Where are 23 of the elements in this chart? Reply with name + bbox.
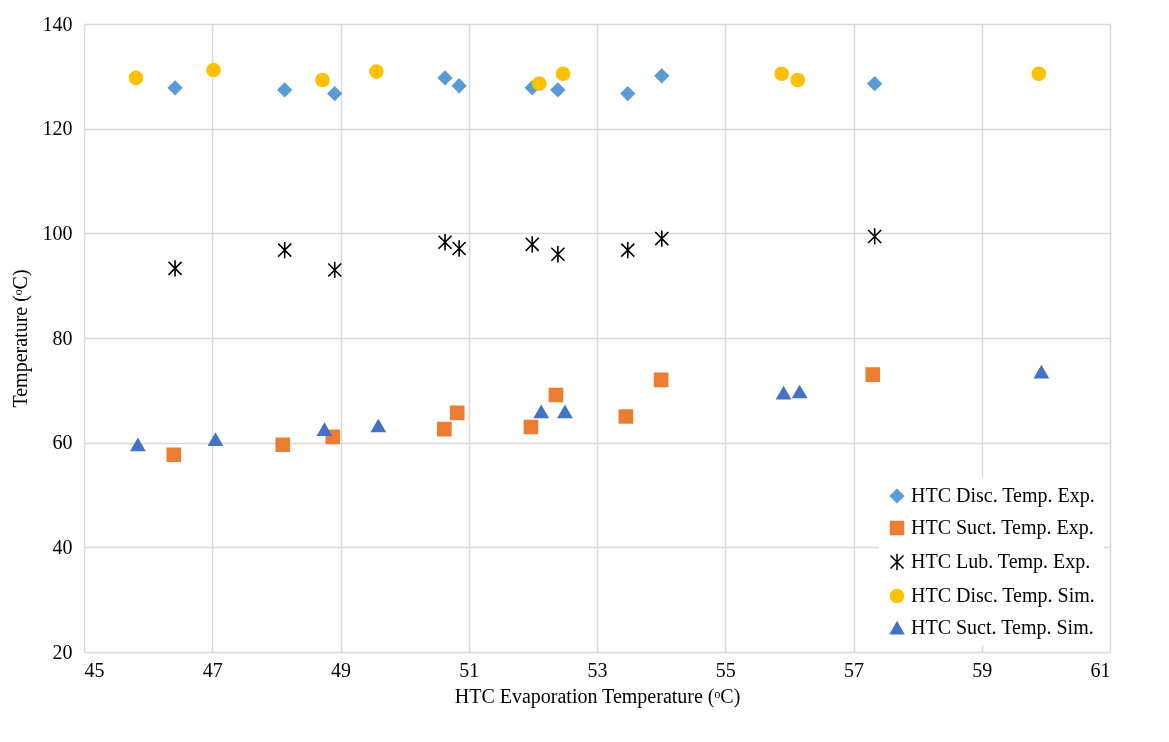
legend-label: HTC Lub. Temp. Exp.: [911, 550, 1091, 573]
legend-label: HTC Disc. Temp. Sim.: [911, 584, 1095, 607]
x-tick-label: 47: [202, 658, 223, 681]
legend-label: HTC Disc. Temp. Exp.: [911, 484, 1095, 507]
x-tick-label: 45: [84, 658, 105, 681]
x-tick-label: 61: [1090, 658, 1111, 681]
y-tick-label: 20: [52, 640, 73, 663]
x-tick-label: 49: [331, 658, 351, 681]
x-tick-label: 59: [972, 658, 993, 681]
y-tick-label: 80: [52, 326, 73, 349]
legend-label: HTC Suct. Temp. Sim.: [911, 616, 1094, 639]
x-tick-label: 53: [587, 658, 608, 681]
x-tick-label: 57: [844, 658, 864, 681]
x-tick-label: 51: [459, 658, 480, 681]
y-tick-label: 140: [42, 12, 73, 35]
y-tick-label: 40: [52, 535, 73, 558]
x-axis-title: HTC Evaporation Temperature (ᵒC): [454, 684, 741, 708]
x-tick-label: 55: [715, 658, 736, 681]
legend-label: HTC Suct. Temp. Exp.: [911, 516, 1094, 539]
y-tick-label: 60: [52, 431, 73, 454]
y-axis-title: Temperature (ᵒC): [8, 269, 32, 408]
y-tick-label: 100: [42, 221, 73, 244]
y-tick-label: 120: [42, 117, 73, 140]
